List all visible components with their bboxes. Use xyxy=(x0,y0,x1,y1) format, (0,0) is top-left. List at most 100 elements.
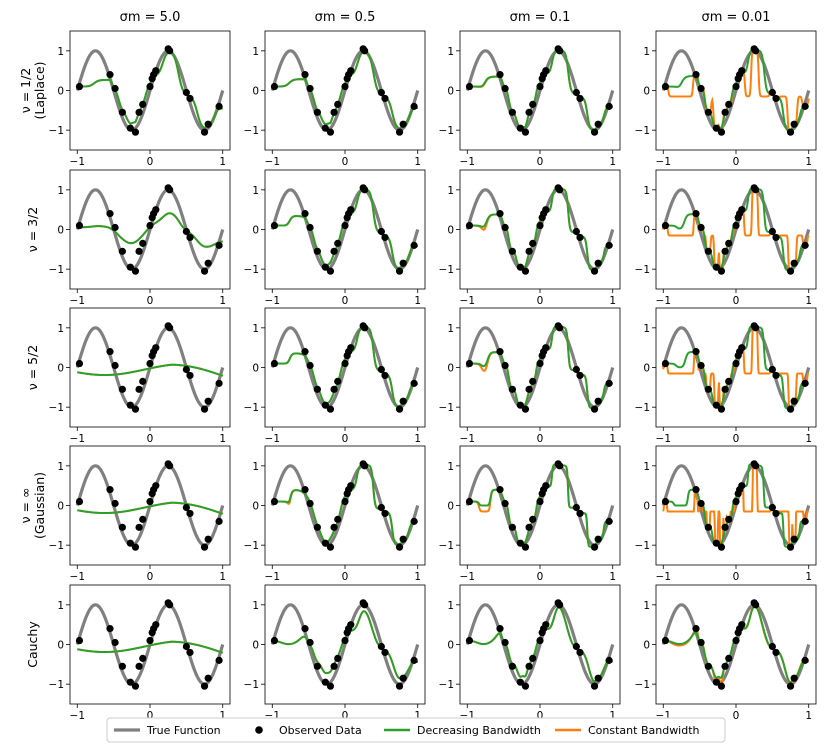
observed-point xyxy=(152,206,160,214)
y-tick-label: 0 xyxy=(643,363,650,375)
observed-point xyxy=(330,523,338,531)
y-tick-label: 0 xyxy=(57,363,64,375)
y-tick-label: 0 xyxy=(643,640,650,652)
observed-point xyxy=(186,94,194,103)
observed-point xyxy=(341,221,349,230)
y-tick-label: −1 xyxy=(635,264,650,276)
x-tick-label: 1 xyxy=(805,433,812,445)
y-tick-label: −1 xyxy=(244,679,259,691)
observed-point xyxy=(516,263,524,271)
observed-point xyxy=(576,509,584,518)
true-function-line xyxy=(270,464,420,547)
observed-point xyxy=(768,88,776,97)
observed-point xyxy=(725,100,733,108)
plot-area xyxy=(270,599,420,690)
y-tick-label: −1 xyxy=(439,679,454,691)
panel-matern32-2: −1 0 1 1 0 −1 xyxy=(439,169,621,307)
observed-point xyxy=(752,324,760,332)
observed-point xyxy=(334,515,342,523)
decreasing-bandwidth-line xyxy=(467,325,613,410)
x-tick-label: −1 xyxy=(265,295,280,307)
x-tick-label: 1 xyxy=(805,571,812,583)
true-function-line xyxy=(661,326,811,409)
observed-point xyxy=(508,108,516,116)
panel-matern52-2: −1 0 1 1 0 −1 xyxy=(439,307,621,445)
row-label-line: ν = 3/2 xyxy=(25,207,40,253)
observed-point xyxy=(399,120,407,128)
observed-point xyxy=(326,543,335,551)
observed-point xyxy=(152,67,160,75)
observed-point xyxy=(215,102,223,110)
observed-point xyxy=(131,682,140,690)
y-tick-label: −1 xyxy=(244,540,259,552)
observed-point xyxy=(330,108,338,116)
observed-point xyxy=(111,361,119,370)
observed-point xyxy=(75,221,84,230)
observed-point xyxy=(786,543,795,551)
y-tick-label: 1 xyxy=(252,461,259,473)
observed-point xyxy=(306,223,314,232)
observed-point xyxy=(131,405,140,413)
x-tick-label: −1 xyxy=(70,710,85,722)
observed-point xyxy=(126,401,134,409)
observed-point xyxy=(377,642,385,651)
plot-area xyxy=(465,45,615,136)
observed-point xyxy=(361,324,369,332)
observed-point xyxy=(321,678,329,686)
observed-point xyxy=(525,108,533,116)
row-label-line: Cauchy xyxy=(25,621,40,668)
observed-point xyxy=(126,678,134,686)
observed-point xyxy=(270,359,279,368)
y-tick-label: 0 xyxy=(57,640,64,652)
observed-point xyxy=(786,405,795,413)
observed-point xyxy=(704,385,712,393)
x-tick-label: 0 xyxy=(733,710,740,722)
observed-point xyxy=(501,638,509,647)
observed-point xyxy=(395,543,404,551)
true-function-line xyxy=(661,188,811,271)
y-tick-label: −1 xyxy=(439,264,454,276)
observed-point xyxy=(772,233,780,242)
observed-point xyxy=(697,84,705,93)
observed-point xyxy=(790,397,798,405)
observed-point xyxy=(594,535,602,543)
observed-point xyxy=(381,94,389,103)
observed-point xyxy=(692,210,700,218)
y-tick-label: 1 xyxy=(252,600,259,612)
x-tick-label: −1 xyxy=(656,156,671,168)
y-tick-label: 1 xyxy=(252,46,259,58)
observed-point xyxy=(186,233,194,242)
observed-point xyxy=(135,662,143,670)
observed-point xyxy=(106,348,114,356)
observed-point xyxy=(330,385,338,393)
y-tick-label: −1 xyxy=(49,125,64,137)
observed-point xyxy=(752,601,760,609)
observed-point xyxy=(139,239,147,247)
observed-point xyxy=(605,656,613,664)
observed-point xyxy=(326,682,335,690)
observed-point xyxy=(692,486,700,494)
observed-point xyxy=(790,259,798,267)
observed-point xyxy=(717,405,726,413)
row-label-line: ν = ∞ xyxy=(18,488,33,524)
row-label-line: ν = 1/2 xyxy=(18,68,33,114)
true-function-line xyxy=(270,326,420,409)
decreasing-bandwidth-line xyxy=(663,187,809,272)
y-tick-label: 1 xyxy=(643,600,650,612)
observed-point xyxy=(166,462,174,470)
observed-point xyxy=(75,359,84,368)
observed-point xyxy=(572,365,580,374)
observed-point xyxy=(661,359,670,368)
observed-point xyxy=(738,67,746,75)
observed-point xyxy=(465,221,474,230)
panel-cauchy-1: −1 0 110−1 xyxy=(244,584,426,722)
observed-point xyxy=(152,482,160,490)
x-tick-label: 0 xyxy=(342,433,349,445)
y-tick-label: −1 xyxy=(49,679,64,691)
plot-area xyxy=(75,184,225,275)
x-tick-label: 1 xyxy=(609,295,616,307)
column-title: σm = 0.5 xyxy=(315,10,376,25)
observed-point xyxy=(786,267,795,275)
y-tick-label: 1 xyxy=(252,323,259,335)
plot-area xyxy=(661,322,811,413)
